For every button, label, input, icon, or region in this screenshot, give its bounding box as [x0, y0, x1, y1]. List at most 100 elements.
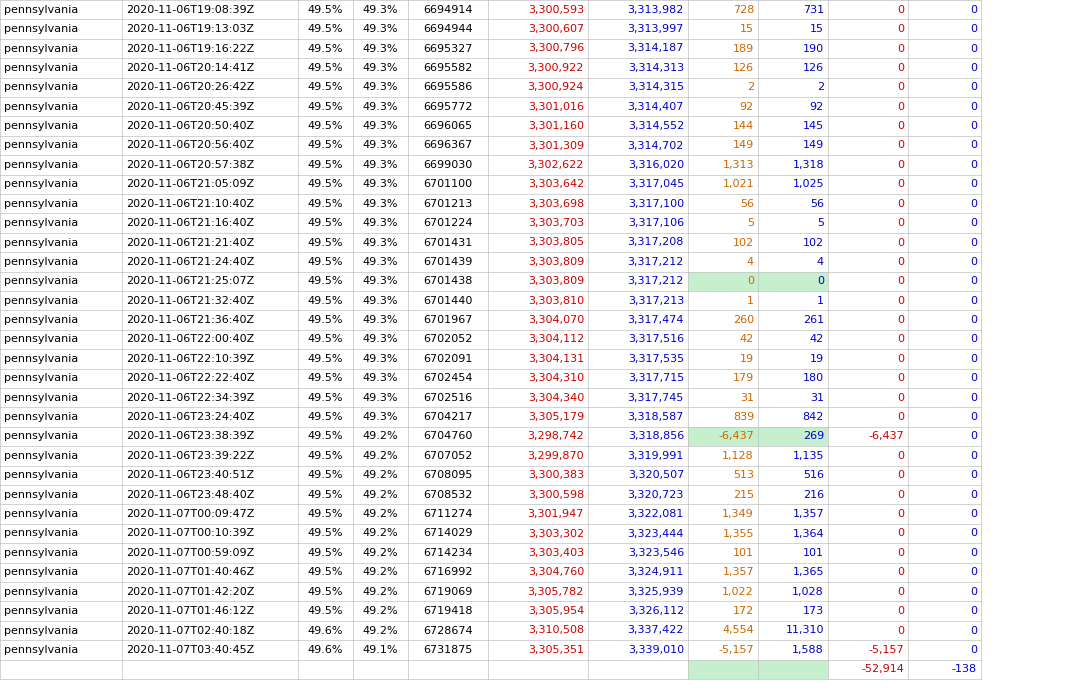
Text: 3,304,070: 3,304,070 [528, 315, 584, 325]
Text: 2020-11-06T21:32:40Z: 2020-11-06T21:32:40Z [126, 296, 254, 305]
Text: pennsylvania: pennsylvania [4, 218, 78, 228]
Text: 0: 0 [970, 63, 977, 73]
Text: 3,302,622: 3,302,622 [528, 160, 584, 170]
Text: 1,313: 1,313 [722, 160, 755, 170]
Text: pennsylvania: pennsylvania [4, 354, 78, 364]
Text: 92: 92 [739, 101, 755, 112]
Text: 2020-11-06T19:08:39Z: 2020-11-06T19:08:39Z [126, 5, 254, 15]
Text: 49.5%: 49.5% [308, 509, 344, 519]
Text: 49.1%: 49.1% [363, 645, 398, 655]
Text: pennsylvania: pennsylvania [4, 431, 78, 442]
Text: 126: 126 [733, 63, 755, 73]
Text: 1,128: 1,128 [722, 451, 755, 461]
Text: 2020-11-06T23:38:39Z: 2020-11-06T23:38:39Z [126, 431, 254, 442]
Text: 6695586: 6695586 [424, 82, 472, 92]
Text: 6694944: 6694944 [423, 24, 472, 34]
Text: 0: 0 [897, 412, 904, 422]
Text: 3,317,106: 3,317,106 [628, 218, 684, 228]
Text: 49.2%: 49.2% [363, 470, 398, 480]
Text: 3,325,939: 3,325,939 [628, 586, 684, 597]
Text: 0: 0 [897, 257, 904, 267]
Text: 1: 1 [817, 296, 824, 305]
Text: 260: 260 [733, 315, 755, 325]
Text: 3,317,208: 3,317,208 [628, 238, 684, 247]
Text: 0: 0 [897, 354, 904, 364]
Text: 49.5%: 49.5% [308, 257, 344, 267]
Text: 189: 189 [733, 43, 755, 54]
Text: 3,304,760: 3,304,760 [528, 568, 584, 577]
Text: pennsylvania: pennsylvania [4, 24, 78, 34]
Text: 49.5%: 49.5% [308, 160, 344, 170]
Text: 3,316,020: 3,316,020 [628, 160, 684, 170]
Text: 6701213: 6701213 [424, 199, 472, 209]
Text: 3,320,723: 3,320,723 [628, 490, 684, 500]
Text: pennsylvania: pennsylvania [4, 548, 78, 558]
Text: 49.2%: 49.2% [363, 626, 398, 635]
Text: 3,317,474: 3,317,474 [627, 315, 684, 325]
Text: 6719069: 6719069 [424, 586, 472, 597]
Text: 0: 0 [897, 548, 904, 558]
Text: 49.5%: 49.5% [308, 568, 344, 577]
Text: 0: 0 [970, 586, 977, 597]
Text: 56: 56 [810, 199, 824, 209]
Text: 0: 0 [817, 276, 824, 287]
Text: 49.3%: 49.3% [363, 373, 398, 383]
Text: 49.2%: 49.2% [363, 548, 398, 558]
Text: 3,298,742: 3,298,742 [528, 431, 584, 442]
Text: 842: 842 [802, 412, 824, 422]
Text: 1,365: 1,365 [792, 568, 824, 577]
Text: 1,021: 1,021 [722, 180, 755, 189]
Text: pennsylvania: pennsylvania [4, 140, 78, 150]
Text: 2020-11-06T21:25:07Z: 2020-11-06T21:25:07Z [126, 276, 254, 287]
Text: 49.5%: 49.5% [308, 373, 344, 383]
Text: 2020-11-06T20:50:40Z: 2020-11-06T20:50:40Z [126, 121, 254, 131]
Text: 49.5%: 49.5% [308, 451, 344, 461]
Text: 49.5%: 49.5% [308, 528, 344, 538]
Text: 2: 2 [817, 82, 824, 92]
Text: 0: 0 [897, 393, 904, 403]
Text: 1,028: 1,028 [792, 586, 824, 597]
Text: pennsylvania: pennsylvania [4, 373, 78, 383]
Text: pennsylvania: pennsylvania [4, 296, 78, 305]
Text: 0: 0 [897, 140, 904, 150]
Text: 6701224: 6701224 [424, 218, 472, 228]
Text: 2020-11-07T00:10:39Z: 2020-11-07T00:10:39Z [126, 528, 254, 538]
Text: 49.3%: 49.3% [363, 140, 398, 150]
Text: 2020-11-06T23:24:40Z: 2020-11-06T23:24:40Z [126, 412, 254, 422]
Text: 3,303,403: 3,303,403 [528, 548, 584, 558]
Text: pennsylvania: pennsylvania [4, 180, 78, 189]
Text: 49.3%: 49.3% [363, 412, 398, 422]
Text: pennsylvania: pennsylvania [4, 451, 78, 461]
Text: pennsylvania: pennsylvania [4, 606, 78, 616]
Text: 0: 0 [970, 218, 977, 228]
Text: 839: 839 [733, 412, 755, 422]
Text: 49.2%: 49.2% [363, 451, 398, 461]
Text: 0: 0 [897, 315, 904, 325]
Text: 0: 0 [970, 373, 977, 383]
Text: 2020-11-06T19:16:22Z: 2020-11-06T19:16:22Z [126, 43, 254, 54]
Text: 11,310: 11,310 [786, 626, 824, 635]
Text: 3,317,045: 3,317,045 [628, 180, 684, 189]
Text: 3,304,131: 3,304,131 [528, 354, 584, 364]
Text: 4: 4 [817, 257, 824, 267]
Text: 2020-11-07T00:59:09Z: 2020-11-07T00:59:09Z [126, 548, 254, 558]
Text: 6702052: 6702052 [424, 335, 472, 345]
Text: 6731875: 6731875 [424, 645, 472, 655]
Text: 49.5%: 49.5% [308, 5, 344, 15]
Text: 173: 173 [803, 606, 824, 616]
Text: 49.5%: 49.5% [308, 63, 344, 73]
Text: pennsylvania: pennsylvania [4, 63, 78, 73]
Text: 3,301,160: 3,301,160 [528, 121, 584, 131]
Text: pennsylvania: pennsylvania [4, 645, 78, 655]
Text: 49.5%: 49.5% [308, 43, 344, 54]
Text: pennsylvania: pennsylvania [4, 393, 78, 403]
Text: 3,314,187: 3,314,187 [628, 43, 684, 54]
Text: 0: 0 [970, 470, 977, 480]
Text: 49.3%: 49.3% [363, 24, 398, 34]
Text: pennsylvania: pennsylvania [4, 586, 78, 597]
Text: 6695772: 6695772 [424, 101, 472, 112]
Text: 6704217: 6704217 [424, 412, 472, 422]
Text: 101: 101 [733, 548, 755, 558]
Text: 0: 0 [897, 5, 904, 15]
Text: 145: 145 [803, 121, 824, 131]
